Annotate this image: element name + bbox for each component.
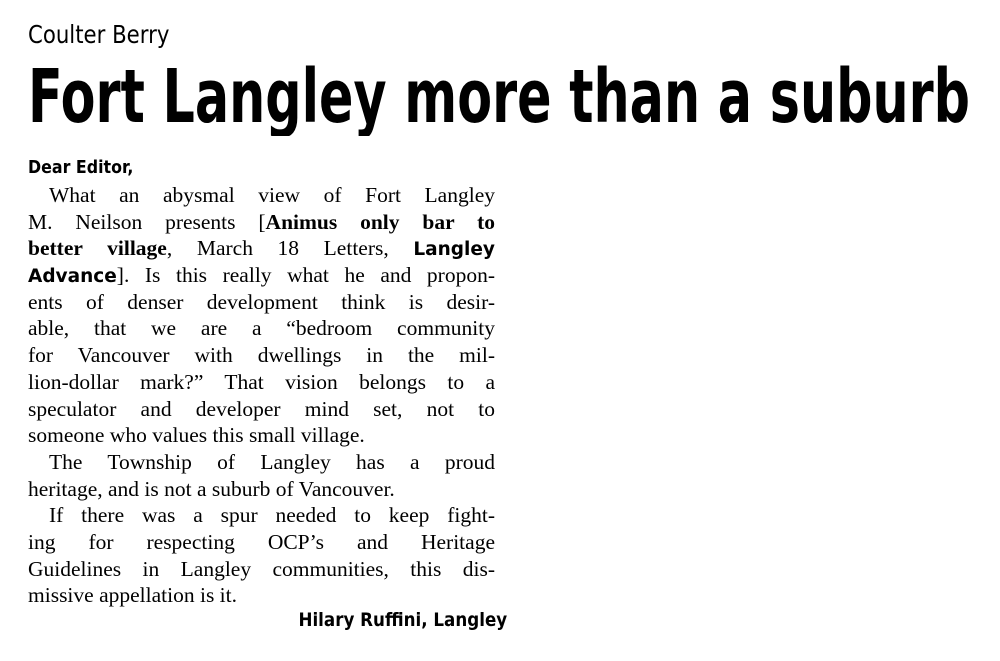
text-run: speculator and developer mind set, not t… <box>28 396 495 421</box>
text-run: able, that we are a “bedroom community <box>28 316 495 341</box>
kicker: Coulter Berry <box>28 20 170 49</box>
text-line: If there was a spur needed to keep fight… <box>28 502 495 529</box>
headline-box: Fort Langley more than a suburb <box>28 56 970 136</box>
emphasis: better village <box>28 236 167 261</box>
text-line: lion-dollar mark?” That vision belongs t… <box>28 369 495 396</box>
letter-body: What an abysmal view of Fort Langley M. N… <box>28 182 495 609</box>
text-run: lion-dollar mark?” That vision belongs t… <box>28 369 495 394</box>
text-line: Advance]. Is this really what he and pro… <box>28 262 495 289</box>
text-run: missive appellation is it. <box>28 583 238 608</box>
emphasis: Animus only bar to <box>265 209 495 234</box>
text-run: for Vancouver with dwellings in the mil- <box>28 343 495 368</box>
text-line: ents of denser development think is desi… <box>28 289 495 316</box>
text-line: for Vancouver with dwellings in the mil- <box>28 342 495 369</box>
text-run: ents of denser development think is desi… <box>28 289 495 314</box>
emphasis: Advance <box>28 266 117 288</box>
text-line: someone who values this small village. <box>28 422 495 449</box>
text-run: heritage, and is not a suburb of Vancouv… <box>28 476 395 501</box>
text-line: M. Neilson presents [Animus only bar to <box>28 209 495 236</box>
text-line: heritage, and is not a suburb of Vancouv… <box>28 476 495 503</box>
text-line: better village, March 18 Letters, Langle… <box>28 235 495 262</box>
text-line: missive appellation is it. <box>28 582 495 609</box>
text-run: , March 18 Letters, <box>166 236 414 261</box>
emphasis: Langley <box>413 239 495 261</box>
text-line: able, that we are a “bedroom community <box>28 315 495 342</box>
text-line: speculator and developer mind set, not t… <box>28 396 495 423</box>
text-line: Guidelines in Langley communities, this … <box>28 556 495 583</box>
text-run: M. Neilson presents [ <box>28 209 266 234</box>
text-run: someone who values this small village. <box>28 423 365 448</box>
text-run: What an abysmal view of Fort Langley <box>49 183 495 207</box>
text-line: The Township of Langley has a proud <box>28 449 495 476</box>
text-run: ]. Is this really what he and propon- <box>116 263 495 288</box>
signature: Hilary Ruffini, Langley <box>298 609 507 631</box>
text-line: ing for respecting OCP’s and Heritage <box>28 529 495 556</box>
text-run: Guidelines in Langley communities, this … <box>28 556 495 581</box>
headline: Fort Langley more than a suburb <box>28 56 970 136</box>
text-run: The Township of Langley has a proud <box>49 449 495 474</box>
text-line: What an abysmal view of Fort Langley <box>28 182 495 209</box>
salutation: Dear Editor, <box>28 157 134 178</box>
text-run: If there was a spur needed to keep fight… <box>49 503 495 528</box>
text-run: ing for respecting OCP’s and Heritage <box>28 529 495 554</box>
